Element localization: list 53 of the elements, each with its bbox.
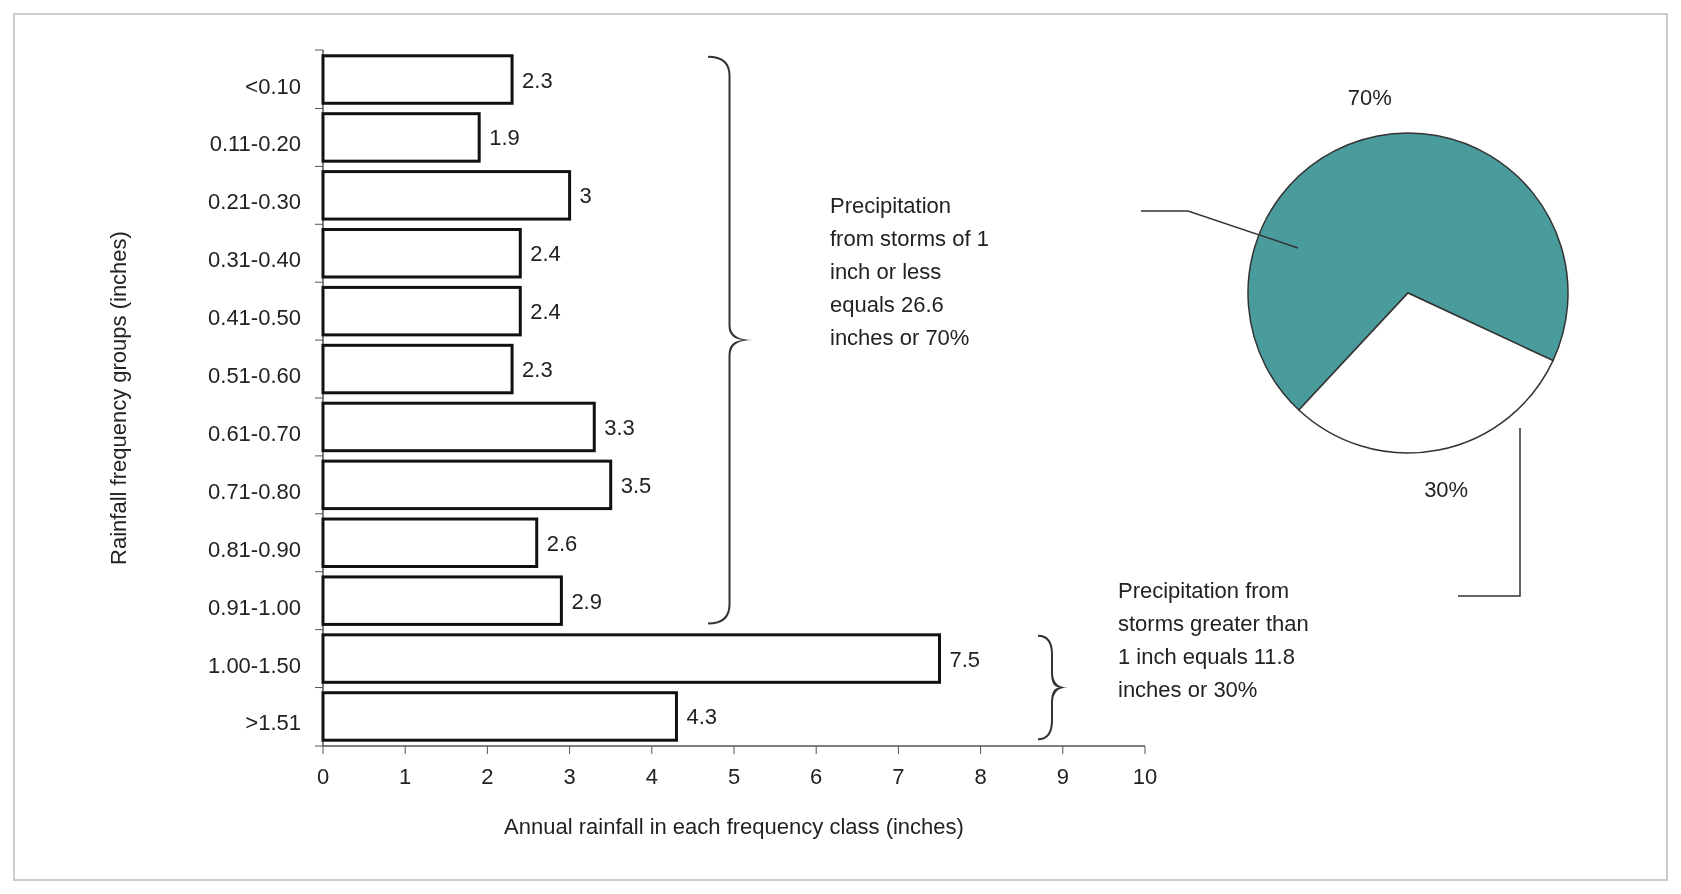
data-label: 30% xyxy=(1424,477,1469,503)
y-tick-label: 0.41-0.50 xyxy=(208,305,301,331)
x-axis-title: Annual rainfall in each frequency class (inches) xyxy=(504,814,964,839)
bar xyxy=(321,170,572,221)
data-label: 3.3 xyxy=(604,414,635,440)
x-tick-label: 6 xyxy=(810,764,823,789)
bar xyxy=(321,575,563,626)
annotation: Precipitation from storms of 1 inch or less equals 26.6 inches or 70% xyxy=(830,193,989,350)
y-tick-label: 0.51-0.60 xyxy=(208,363,301,389)
data-label: 2.3 xyxy=(522,357,553,383)
data-label: 2.4 xyxy=(530,299,561,325)
bar xyxy=(321,401,596,453)
x-tick-label: 7 xyxy=(892,764,905,789)
bar xyxy=(321,633,941,684)
x-tick-label: 2 xyxy=(481,764,494,789)
x-tick-label: 10 xyxy=(1132,764,1158,789)
bar xyxy=(321,459,613,511)
data-label: 4.3 xyxy=(686,704,718,730)
bar xyxy=(321,691,678,742)
x-tick-label: 9 xyxy=(1056,764,1069,789)
bar xyxy=(321,112,481,163)
annotation: Precipitation from storms greater than 1 inch equals 11.8 inches or 30% xyxy=(1118,578,1309,702)
x-tick-label: 1 xyxy=(399,764,412,789)
y-tick-label: 0.21-0.30 xyxy=(208,189,301,215)
y-tick-label: <0.10 xyxy=(245,73,301,99)
y-tick-label: 1.00-1.50 xyxy=(208,652,301,678)
x-tick-label: 0 xyxy=(316,764,330,789)
data-label: 3.5 xyxy=(620,472,652,498)
y-tick-label: 0.61-0.70 xyxy=(208,420,301,446)
data-label: 3 xyxy=(579,183,592,209)
x-tick-label: 3 xyxy=(563,764,576,789)
bar xyxy=(321,228,522,279)
data-label: 70% xyxy=(1347,84,1392,110)
y-axis-title: Rainfall frequency groups (inches) xyxy=(106,231,131,565)
data-label: 2.9 xyxy=(571,588,602,614)
y-tick-label: 0.11-0.20 xyxy=(209,131,301,157)
data-label: 2.4 xyxy=(530,241,561,267)
y-tick-label: >1.51 xyxy=(245,710,301,736)
x-tick-label: 5 xyxy=(727,764,741,789)
y-tick-label: 0.31-0.40 xyxy=(208,247,301,273)
x-tick-label: 8 xyxy=(974,764,987,789)
data-label: 2.3 xyxy=(522,67,553,93)
data-label: 2.6 xyxy=(546,530,578,556)
x-tick-label: 4 xyxy=(645,764,658,789)
data-label: 7.5 xyxy=(949,646,981,672)
bar xyxy=(321,54,514,105)
y-tick-label: 0.91-1.00 xyxy=(208,594,301,620)
bar xyxy=(321,285,522,337)
bar xyxy=(321,343,514,395)
y-tick-label: 0.81-0.90 xyxy=(208,536,301,562)
bar xyxy=(321,517,539,568)
data-label: 1.9 xyxy=(489,125,520,151)
y-tick-label: 0.71-0.80 xyxy=(208,478,301,504)
